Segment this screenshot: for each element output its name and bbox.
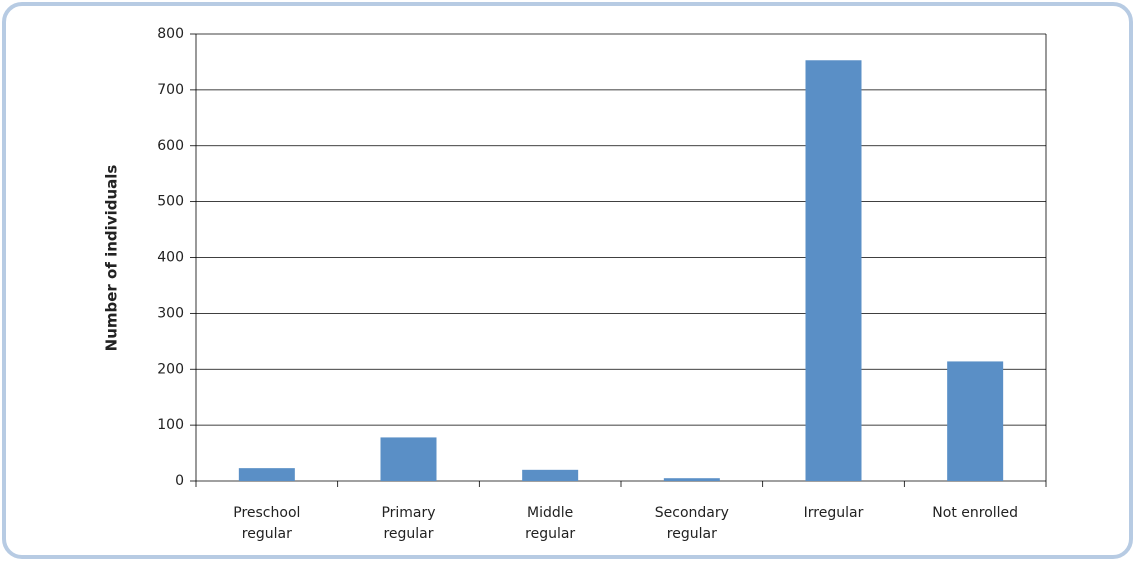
y-tick-label: 300: [157, 305, 184, 321]
y-tick-label: 700: [157, 82, 184, 98]
y-tick-label: 500: [157, 194, 184, 210]
y-tick-label: 100: [157, 417, 184, 433]
x-tick-label: Primary regular: [381, 505, 435, 542]
y-axis-label: Number of individuals: [103, 165, 121, 352]
x-tick-label: Not enrolled: [932, 505, 1018, 521]
x-tick-label: Preschool regular: [233, 505, 300, 542]
bar: [663, 478, 720, 481]
y-tick-label: 800: [157, 26, 184, 42]
y-tick-label: 200: [157, 361, 184, 377]
y-tick-label: 400: [157, 250, 184, 266]
x-tick-label: Middle regular: [525, 505, 575, 542]
y-tick-label: 600: [157, 138, 184, 154]
x-tick-label: Secondary regular: [655, 505, 729, 542]
bar: [805, 60, 862, 481]
bar: [947, 361, 1004, 481]
bar: [238, 468, 295, 481]
y-tick-label: 0: [175, 473, 184, 489]
bar: [522, 469, 579, 481]
x-tick-label: Irregular: [804, 505, 864, 521]
bar: [380, 437, 437, 481]
